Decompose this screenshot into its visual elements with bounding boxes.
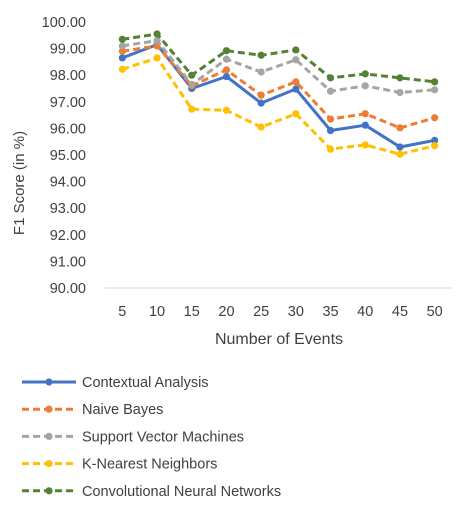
data-point (257, 99, 265, 107)
x-axis-label: Number of Events (215, 331, 343, 348)
data-point (292, 78, 300, 86)
legend-label: Contextual Analysis (82, 375, 209, 391)
legend-label: Support Vector Machines (82, 429, 244, 445)
data-point (292, 56, 300, 64)
data-point (431, 114, 439, 122)
legend-item: Support Vector Machines (22, 429, 244, 445)
data-point (118, 47, 126, 55)
series-2 (118, 37, 439, 97)
data-point (396, 150, 404, 158)
y-tick-label: 96.00 (50, 121, 86, 137)
y-tick-label: 99.00 (50, 42, 86, 58)
x-tick-label: 50 (427, 304, 443, 320)
legend-marker-swatch (45, 405, 53, 413)
y-axis-label: F1 Score (in %) (11, 131, 28, 235)
data-point (361, 82, 369, 90)
x-tick-label: 15 (184, 304, 200, 320)
y-tick-label: 97.00 (50, 95, 86, 111)
series-4 (118, 30, 439, 86)
data-point (222, 72, 231, 81)
series-line (121, 43, 435, 149)
legend-label: Convolutional Neural Networks (82, 484, 281, 500)
data-point (188, 80, 196, 89)
data-point (326, 145, 335, 153)
y-tick-label: 92.00 (50, 228, 86, 244)
data-point (396, 88, 404, 97)
legend-item: K-Nearest Neighbors (22, 457, 217, 473)
x-tick-label: 35 (322, 304, 338, 320)
data-point (257, 123, 265, 131)
data-point (153, 37, 161, 45)
x-axis-tick-labels: 5 10 15 20 25 30 35 40 45 50 (118, 304, 442, 320)
data-point (431, 78, 439, 86)
data-point (118, 54, 126, 62)
x-tick-label: 40 (357, 304, 373, 320)
y-tick-label: 94.00 (50, 175, 86, 191)
x-tick-label: 10 (149, 304, 165, 320)
legend-marker-swatch (45, 378, 53, 386)
data-point (326, 74, 335, 82)
data-point (326, 115, 335, 123)
x-tick-label: 25 (253, 304, 269, 320)
series-group (118, 30, 439, 158)
data-point (292, 85, 300, 93)
legend-label: K-Nearest Neighbors (82, 457, 217, 473)
data-point (292, 46, 300, 54)
data-point (361, 141, 369, 149)
data-point (118, 65, 126, 73)
data-point (257, 68, 265, 76)
legend-marker-swatch (45, 487, 53, 495)
data-point (118, 42, 126, 50)
legend: Contextual Analysis Naive Bayes Support Ve… (22, 375, 281, 500)
data-point (361, 110, 369, 118)
data-point (292, 110, 300, 118)
legend-item: Naive Bayes (22, 402, 163, 418)
series-line (122, 32, 435, 84)
x-tick-label: 20 (218, 304, 234, 320)
data-point (326, 126, 335, 135)
data-point (222, 66, 231, 74)
y-tick-label: 90.00 (50, 281, 86, 297)
y-tick-label: 93.00 (50, 201, 86, 217)
series-line (122, 39, 435, 94)
y-tick-label: 98.00 (50, 68, 86, 84)
data-point (153, 54, 161, 62)
legend-item: Convolutional Neural Networks (22, 484, 281, 500)
data-point (257, 91, 265, 99)
legend-marker-swatch (45, 432, 53, 440)
data-point (361, 121, 369, 129)
data-point (431, 136, 439, 144)
data-point (396, 124, 404, 132)
x-tick-label: 45 (392, 304, 408, 320)
series-1 (118, 42, 439, 132)
data-point (431, 86, 439, 94)
data-point (396, 143, 404, 151)
data-point (118, 35, 126, 43)
y-tick-label: 100.00 (42, 15, 86, 31)
y-tick-label: 95.00 (50, 148, 86, 164)
series-line (122, 44, 436, 130)
legend-marker-swatch (45, 460, 53, 468)
x-tick-label: 30 (288, 304, 304, 320)
series-line (121, 56, 436, 156)
data-point (431, 142, 439, 150)
data-point (396, 74, 404, 82)
legend-item: Contextual Analysis (22, 375, 209, 391)
y-tick-label: 91.00 (50, 254, 86, 270)
data-point (257, 51, 265, 59)
series-3 (118, 54, 439, 158)
x-tick-label: 5 (118, 304, 126, 320)
legend-label: Naive Bayes (82, 402, 163, 418)
data-point (188, 105, 196, 113)
data-point (361, 70, 369, 78)
data-point (222, 47, 231, 55)
data-point (326, 87, 335, 95)
data-point (188, 71, 196, 79)
data-point (222, 106, 231, 114)
data-point (153, 30, 161, 38)
data-point (222, 55, 231, 63)
y-axis-tick-labels: 90.00 91.00 92.00 93.00 94.00 95.00 96.00 97.00… (42, 15, 86, 297)
